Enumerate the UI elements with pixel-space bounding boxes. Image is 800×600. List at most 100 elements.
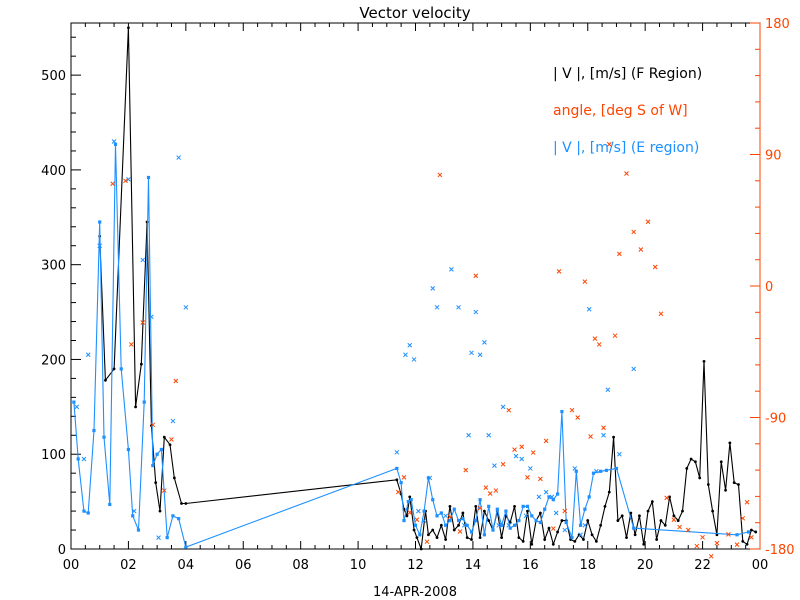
data-point: [569, 407, 575, 413]
data-point: [633, 533, 637, 537]
data-point: [168, 443, 172, 447]
data-point: [177, 517, 181, 521]
data-point: [127, 26, 130, 30]
data-point: [72, 400, 76, 404]
data-point: [448, 518, 452, 523]
data-point: [694, 543, 700, 549]
y-left-tick-label: 0: [58, 543, 66, 558]
y-right-tick-label: 90: [765, 149, 782, 164]
data-point: [523, 513, 529, 519]
x-tick-label: 14: [465, 558, 482, 573]
data-point: [583, 507, 587, 511]
data-point: [443, 513, 448, 519]
data-point: [184, 502, 188, 505]
data-point: [754, 530, 758, 534]
data-point: [513, 504, 516, 508]
data-point: [448, 504, 452, 508]
data-point: [512, 447, 517, 452]
data-point: [719, 460, 723, 464]
data-point: [140, 320, 146, 325]
data-point: [452, 507, 456, 511]
data-point: [745, 542, 749, 546]
data-point: [427, 533, 430, 537]
data-point: [466, 432, 471, 438]
data-point: [547, 495, 551, 499]
data-point: [416, 508, 421, 514]
data-point: [456, 518, 461, 523]
data-point: [530, 542, 534, 546]
data-point: [176, 155, 182, 160]
data-point: [543, 489, 549, 495]
data-point: [487, 491, 493, 496]
data-point: [161, 488, 167, 493]
data-point: [564, 520, 568, 525]
data-point: [482, 533, 486, 537]
data-point: [726, 532, 731, 537]
data-point: [728, 441, 732, 445]
data-point: [560, 409, 564, 414]
data-point: [483, 509, 486, 513]
data-point: [620, 514, 624, 518]
data-point: [394, 449, 400, 455]
data-point: [590, 533, 594, 537]
data-point: [638, 514, 641, 518]
data-point: [614, 466, 619, 471]
data-point: [519, 456, 525, 462]
data-point: [551, 542, 555, 546]
data-point: [671, 517, 677, 523]
data-point: [173, 378, 179, 384]
data-point: [547, 526, 551, 530]
data-point: [508, 521, 512, 524]
data-point: [437, 172, 443, 178]
data-point: [465, 523, 469, 527]
data-point: [172, 476, 176, 480]
data-point: [165, 536, 169, 540]
data-point: [606, 141, 612, 147]
data-point: [672, 514, 676, 518]
data-point: [500, 461, 506, 467]
data-point: [676, 519, 680, 522]
data-point: [421, 518, 427, 523]
data-point: [506, 407, 512, 413]
data-point: [562, 527, 568, 533]
data-point: [434, 304, 440, 310]
data-point: [616, 251, 622, 257]
data-point: [399, 481, 403, 485]
data-point: [98, 220, 102, 224]
series-1: [72, 142, 751, 549]
data-point: [97, 243, 103, 249]
data-point: [744, 499, 750, 505]
data-point: [180, 502, 183, 505]
data-point: [525, 475, 530, 480]
data-point: [412, 528, 416, 532]
data-point: [169, 437, 174, 442]
data-point: [162, 435, 166, 439]
data-point: [112, 367, 116, 371]
data-point: [493, 488, 499, 493]
data-point: [184, 545, 188, 549]
data-point: [414, 517, 420, 523]
data-point: [655, 538, 659, 541]
y-right-tick-label: 180: [765, 17, 790, 32]
data-point: [431, 498, 435, 502]
data-point: [681, 509, 684, 513]
data-point: [551, 498, 555, 502]
data-point: [599, 523, 603, 527]
data-point: [659, 519, 663, 522]
data-point: [664, 495, 670, 501]
data-point: [126, 177, 131, 182]
data-point: [588, 434, 593, 439]
data-point: [556, 269, 562, 274]
data-point: [573, 540, 577, 543]
data-point: [734, 542, 740, 547]
data-point: [525, 504, 530, 508]
data-point: [694, 460, 697, 464]
data-point: [603, 504, 607, 508]
data-point: [111, 139, 117, 144]
data-point: [746, 530, 751, 534]
data-point: [556, 492, 560, 496]
data-point: [395, 466, 399, 471]
data-point: [469, 530, 474, 534]
series-3: [110, 141, 754, 559]
data-point: [735, 533, 739, 537]
